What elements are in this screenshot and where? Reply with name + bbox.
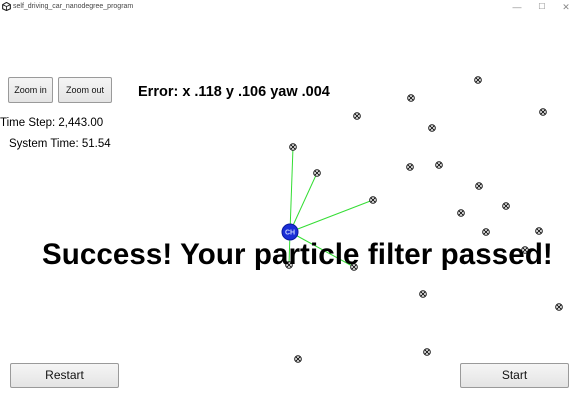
landmark-marker xyxy=(285,261,293,269)
landmark-marker xyxy=(539,108,547,116)
landmark-marker xyxy=(369,196,377,204)
vehicle-marker: CH xyxy=(281,223,299,241)
landmark-marker xyxy=(435,161,443,169)
landmark-marker xyxy=(428,124,436,132)
landmark-marker xyxy=(294,355,302,363)
landmark-marker xyxy=(457,209,465,217)
landmark-marker xyxy=(474,76,482,84)
title-bar: self_driving_car_nanodegree_program — ☐ … xyxy=(0,0,576,14)
landmark-marker xyxy=(289,143,297,151)
window-title: self_driving_car_nanodegree_program xyxy=(13,3,134,10)
landmark-marker xyxy=(535,227,543,235)
landmark-marker xyxy=(353,112,361,120)
landmark-marker xyxy=(475,182,483,190)
observation-lines xyxy=(288,146,374,268)
landmark-marker xyxy=(555,303,563,311)
landmark-marker xyxy=(521,246,529,254)
error-readout: Error: x .118 y .106 yaw .004 xyxy=(138,84,330,100)
restart-button[interactable]: Restart xyxy=(10,363,119,388)
system-time-readout: System Time: 51.54 xyxy=(9,138,111,150)
zoom-out-button[interactable]: Zoom out xyxy=(58,77,112,103)
landmarks xyxy=(285,76,563,363)
time-step-readout: Time Step: 2,443.00 xyxy=(0,117,104,129)
unity-icon xyxy=(2,2,11,11)
close-icon[interactable]: ✕ xyxy=(562,2,570,12)
landmark-marker xyxy=(423,348,431,356)
landmark-marker xyxy=(313,169,321,177)
minimize-icon[interactable]: — xyxy=(512,2,522,12)
success-message: Success! Your particle filter passed! xyxy=(42,238,553,271)
start-button[interactable]: Start xyxy=(460,363,569,388)
observation-line xyxy=(289,146,294,233)
zoom-in-button[interactable]: Zoom in xyxy=(8,77,53,103)
landmark-marker xyxy=(350,263,358,271)
observation-line xyxy=(289,172,318,233)
vehicle-label: CH xyxy=(285,230,295,237)
maximize-icon[interactable]: ☐ xyxy=(538,2,546,11)
landmark-marker xyxy=(407,94,415,102)
landmark-marker xyxy=(502,202,510,210)
landmark-marker xyxy=(482,228,490,236)
landmark-marker xyxy=(419,290,427,298)
landmark-marker xyxy=(406,163,414,171)
observation-line xyxy=(289,231,355,268)
observation-line xyxy=(289,199,374,233)
